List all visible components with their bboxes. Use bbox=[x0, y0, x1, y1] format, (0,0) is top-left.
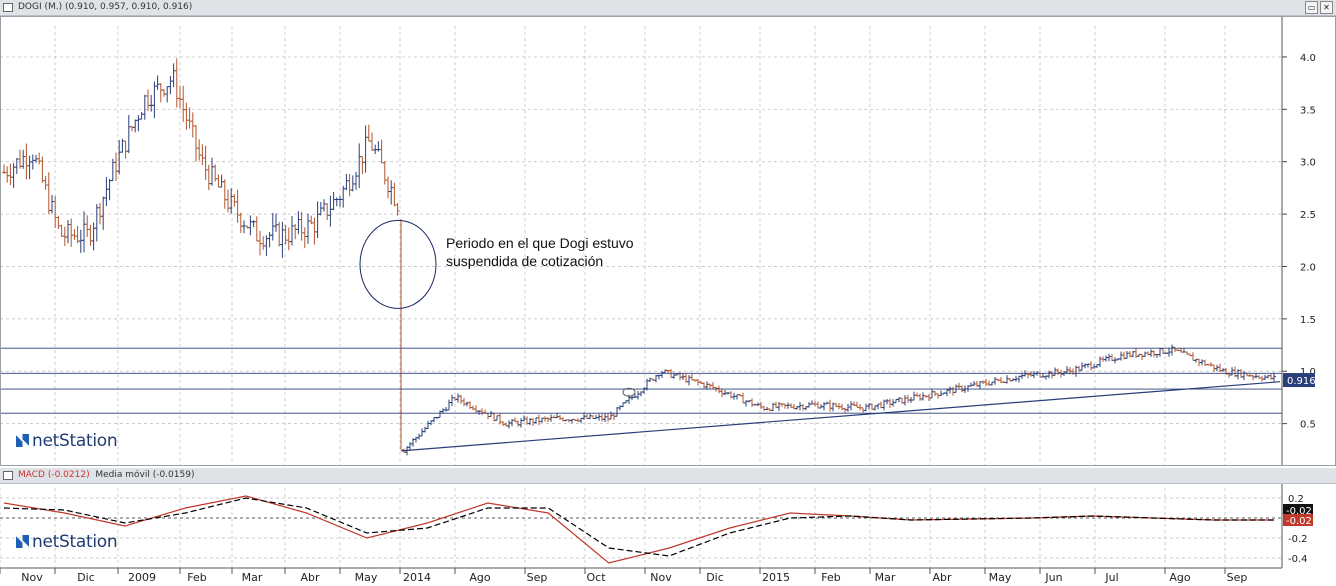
macd-panel-header: MACD (-0.0212) Media móvil (-0.0159) bbox=[0, 468, 1336, 484]
x-tick-label: Ago bbox=[1169, 571, 1191, 584]
macd-chart: 0.20.0-0.2-0.4-0.02-0.02 NovDic2009FebMa… bbox=[0, 484, 1336, 586]
x-tick-label: May bbox=[355, 571, 378, 584]
price-tick-label: 1.5 bbox=[1300, 315, 1316, 326]
panel-menu-icon[interactable] bbox=[3, 3, 13, 12]
x-tick-label: 2015 bbox=[762, 571, 790, 584]
x-tick-label: Mar bbox=[242, 571, 263, 584]
x-tick-label: Sep bbox=[1227, 571, 1248, 584]
x-tick-label: May bbox=[989, 571, 1012, 584]
ma-title: Media móvil (-0.0159) bbox=[95, 470, 195, 480]
price-tick-label: 2.0 bbox=[1300, 262, 1316, 273]
macd-grid bbox=[0, 488, 1282, 568]
trendline bbox=[400, 381, 1281, 452]
last-price-label: 0.916 bbox=[1287, 376, 1316, 387]
last-price-flag bbox=[1283, 373, 1315, 388]
macd-series-line bbox=[3, 497, 1274, 557]
macd-series-line bbox=[3, 495, 1274, 564]
x-axis: Nov Dic 2009 Feb Mar Abr May 2014 Ago Sep Oct Nov Di… bbox=[0, 567, 1336, 586]
x-tick-label: Mar bbox=[875, 571, 896, 584]
x-tick-label: Jun bbox=[1044, 571, 1062, 584]
macd-value-flag bbox=[1283, 514, 1313, 526]
x-tick-label: 2014 bbox=[403, 571, 431, 584]
price-chart: 0.5 1.0 1.5 2.0 2.5 3.0 3.5 4.0 0.916 bbox=[0, 16, 1336, 466]
macd-panel-title: MACD (-0.0212) Media móvil (-0.0159) bbox=[18, 470, 194, 480]
netstation-mark-icon bbox=[16, 434, 29, 447]
price-structure bbox=[0, 219, 1282, 452]
suspension-annotation: Periodo en el que Dogi estuvo suspendida… bbox=[446, 234, 634, 270]
macd-value-label: -0.02 bbox=[1286, 516, 1312, 527]
restore-button[interactable]: ▭ bbox=[1305, 1, 1318, 14]
x-tick-label: 2009 bbox=[128, 571, 156, 584]
x-tick-label: Ago bbox=[469, 571, 491, 584]
x-tick-label: Oct bbox=[586, 571, 606, 584]
netstation-logo: netStation bbox=[16, 431, 118, 451]
macd-signal-flag bbox=[1283, 504, 1313, 516]
macd-title: MACD (-0.0212) bbox=[18, 470, 90, 480]
x-tick-label: Feb bbox=[821, 571, 840, 584]
x-tick-label: Dic bbox=[706, 571, 724, 584]
main-panel-header: DOGI (M.) (0.910, 0.957, 0.910, 0.916) ▭… bbox=[0, 0, 1336, 16]
suspension-circle bbox=[359, 219, 437, 309]
close-button[interactable]: ✕ bbox=[1320, 1, 1333, 14]
x-tick-label: Jul bbox=[1104, 571, 1118, 584]
price-frame bbox=[0, 16, 1336, 466]
price-tick-label: 4.0 bbox=[1300, 53, 1316, 64]
x-tick-label: Abr bbox=[932, 571, 952, 584]
price-y-axis: 0.5 1.0 1.5 2.0 2.5 3.0 3.5 4.0 0.916 bbox=[0, 16, 1336, 466]
price-tick-label: 1.0 bbox=[1300, 367, 1316, 378]
macd-tick-label: -0.4 bbox=[1288, 554, 1308, 565]
x-tick-label: Sep bbox=[527, 571, 548, 584]
price-tick-label: 2.5 bbox=[1300, 210, 1316, 221]
macd-y-axis: 0.20.0-0.2-0.4-0.02-0.02 bbox=[1281, 484, 1313, 568]
macd-signal-label: -0.02 bbox=[1286, 506, 1312, 517]
macd-tick-label: -0.2 bbox=[1288, 534, 1308, 545]
price-tick-label: 0.5 bbox=[1300, 420, 1316, 431]
x-tick-label: Abr bbox=[300, 571, 320, 584]
annotation-line-2: suspendida de cotización bbox=[446, 253, 604, 269]
x-tick-label: Dic bbox=[77, 571, 95, 584]
macd-panel-menu-icon[interactable] bbox=[3, 471, 13, 480]
price-tick-label: 3.5 bbox=[1300, 105, 1316, 116]
netstation-logo-macd: netStation bbox=[16, 532, 118, 552]
x-tick-label: Nov bbox=[650, 571, 672, 584]
annotation-line-1: Periodo en el que Dogi estuvo bbox=[446, 235, 634, 251]
x-axis-band bbox=[0, 568, 1336, 586]
netstation-mark-icon bbox=[16, 535, 29, 548]
small-marker-circle bbox=[622, 387, 636, 397]
price-tick-label: 3.0 bbox=[1300, 158, 1316, 169]
macd-lines bbox=[3, 495, 1274, 564]
price-grid bbox=[0, 26, 1282, 466]
price-ohlc-bars bbox=[2, 58, 1276, 456]
macd-tick-label: 0.2 bbox=[1288, 494, 1304, 505]
x-tick-label: Feb bbox=[187, 571, 206, 584]
main-panel-title: DOGI (M.) (0.910, 0.957, 0.910, 0.916) bbox=[18, 2, 193, 12]
x-tick-label: Nov bbox=[21, 571, 43, 584]
